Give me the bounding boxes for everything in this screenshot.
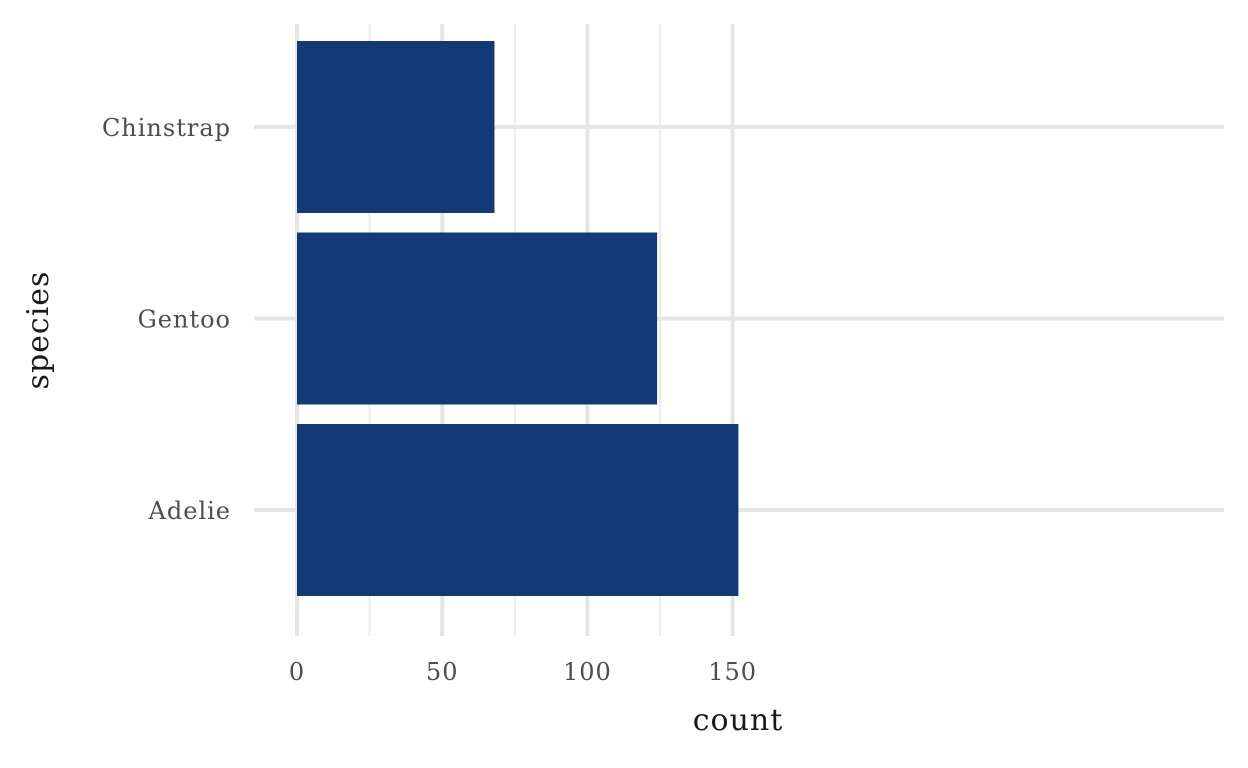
y-tick-label: Gentoo bbox=[138, 306, 231, 334]
y-tick-label: Chinstrap bbox=[102, 114, 231, 142]
bar-adelie bbox=[297, 424, 739, 596]
ticks-layer: Adelie Gentoo Chinstrap 0 50 100 150 bbox=[102, 114, 757, 686]
bars-layer bbox=[297, 41, 739, 596]
x-tick-label: 0 bbox=[289, 658, 305, 686]
x-tick-label: 50 bbox=[426, 658, 459, 686]
x-tick-label: 150 bbox=[708, 658, 757, 686]
bar-chinstrap bbox=[297, 41, 495, 213]
x-axis-title: count bbox=[693, 703, 784, 738]
y-axis-title: species bbox=[21, 271, 56, 390]
y-tick-label: Adelie bbox=[148, 497, 231, 525]
x-tick-label: 100 bbox=[563, 658, 612, 686]
bar-gentoo bbox=[297, 232, 658, 405]
